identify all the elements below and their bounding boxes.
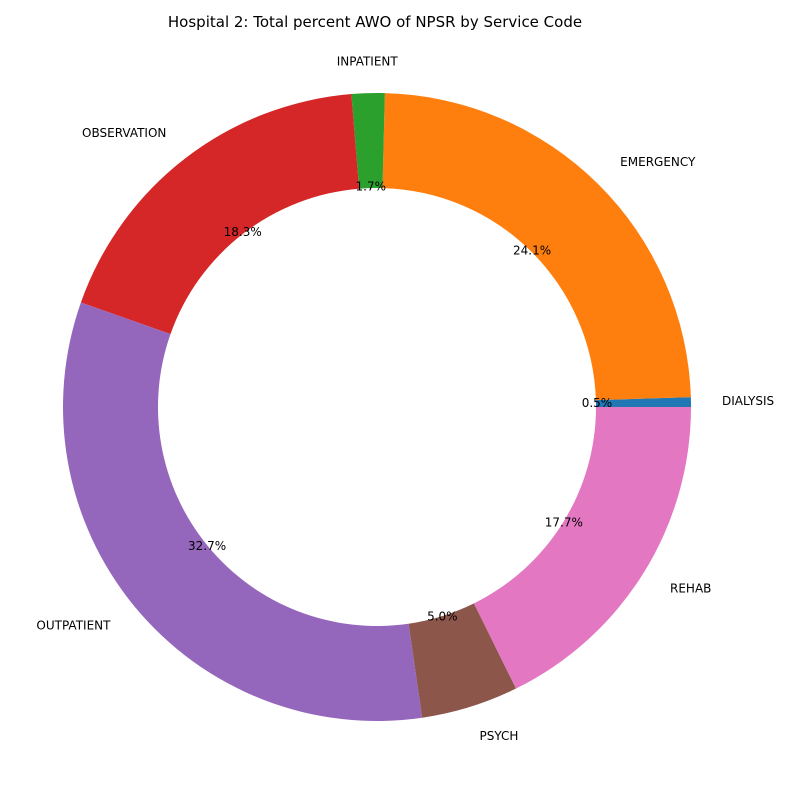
slice-label-dialysis: DIALYSIS (722, 394, 774, 408)
slice-inpatient (351, 92, 385, 189)
slice-rehab (473, 407, 691, 689)
slice-pct-emergency: 24.1% (513, 243, 551, 257)
slice-pct-inpatient: 1.7% (356, 180, 387, 194)
slice-pct-psych: 5.0% (427, 610, 458, 624)
slice-pct-dialysis: 0.5% (582, 396, 613, 410)
slice-outpatient (62, 302, 423, 722)
slice-label-emergency: EMERGENCY (620, 155, 696, 169)
chart-title: Hospital 2: Total percent AWO of NPSR by… (168, 13, 582, 31)
slice-pct-observation: 18.3% (224, 225, 262, 239)
slice-observation (80, 94, 360, 335)
slice-psych (408, 603, 517, 718)
slice-pct-outpatient: 32.7% (188, 539, 226, 553)
slice-label-rehab: REHAB (670, 582, 711, 596)
slice-label-outpatient: OUTPATIENT (36, 619, 111, 633)
slices-group (62, 92, 691, 722)
labels-group: DIALYSIS 0.5% EMERGENCY 24.1% INPATIENT 1.7% O… (36, 55, 774, 743)
slice-dialysis (595, 397, 691, 407)
slice-emergency (382, 93, 691, 401)
slice-label-psych: PSYCH (479, 729, 518, 743)
slice-label-inpatient: INPATIENT (337, 55, 399, 69)
slice-pct-rehab: 17.7% (545, 516, 583, 530)
slice-label-observation: OBSERVATION (82, 126, 166, 140)
